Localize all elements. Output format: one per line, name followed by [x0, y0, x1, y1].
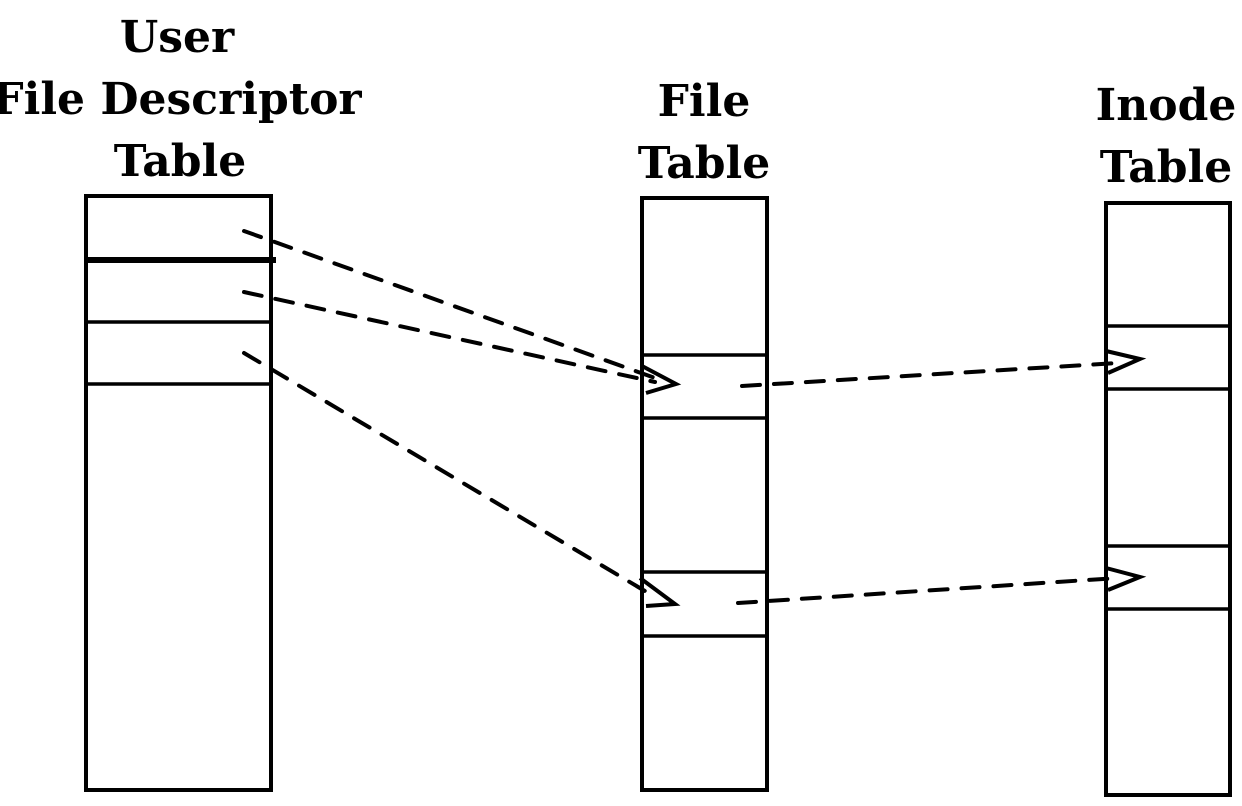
pointer-ufd2-to-file1: [242, 290, 657, 384]
ufdt-table-outline: [84, 194, 273, 792]
pointer-file2-to-inode2-line: [736, 576, 1120, 605]
pointer-file1-to-inode1-line: [740, 361, 1120, 388]
inode-table: [1104, 201, 1232, 797]
inode-table-title-line-2: Table: [1100, 142, 1233, 193]
file-table-outline: [640, 196, 769, 792]
file-table: [640, 196, 769, 792]
pointer-ufd1-to-file1-line: [242, 229, 657, 380]
ufdt-title-line-3: Table: [114, 136, 247, 187]
arrow-head-icon: [1105, 349, 1147, 375]
ufdt-title-line-2: File Descriptor: [0, 74, 362, 125]
file-table-title-line-1: File: [658, 76, 751, 127]
pointer-ufd2-to-file1-line: [242, 290, 657, 384]
ufdt-title-line-1: User: [120, 12, 235, 63]
inode-table-title: Inode Table: [1096, 80, 1237, 193]
inode-table-outline: [1104, 201, 1232, 797]
ufdt-title: User File Descriptor Table: [0, 12, 362, 187]
file-table-title: File Table: [638, 76, 771, 189]
ufdt-table: [84, 194, 276, 792]
pointer-ufd1-to-file1: [242, 229, 682, 395]
arrow-head-icon: [638, 576, 681, 608]
pointer-ufd3-to-file2: [242, 351, 681, 608]
arrow-head-icon: [641, 364, 682, 395]
pointer-file1-to-inode1: [740, 349, 1147, 388]
pointer-ufd3-to-file2-line: [242, 351, 657, 599]
file-table-title-line-2: Table: [638, 138, 771, 189]
arrow-head-icon: [1105, 566, 1147, 592]
pointer-file2-to-inode2: [736, 566, 1147, 605]
inode-table-title-line-1: Inode: [1096, 80, 1237, 131]
